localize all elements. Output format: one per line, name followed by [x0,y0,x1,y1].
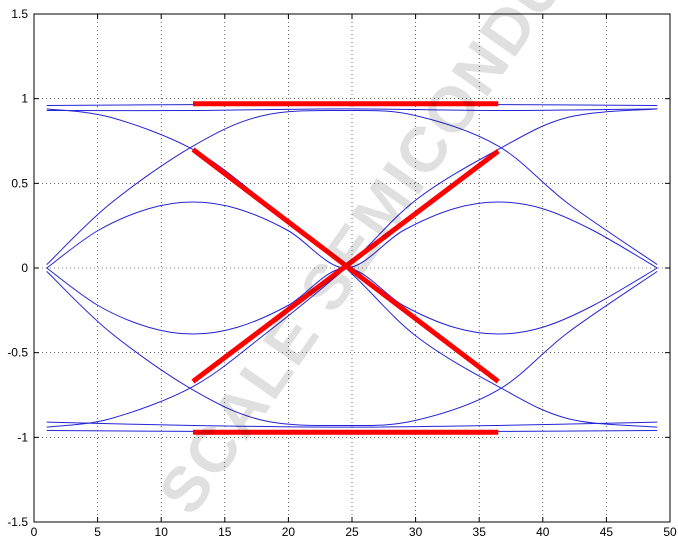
eye-trace [46,270,658,427]
y-tick-label: -1.5 [7,515,28,529]
grid [34,14,670,522]
eye-trace [46,109,658,266]
axis-ticks [33,13,671,523]
x-tick-label: 40 [536,525,550,539]
y-axis-tick-labels: 1.5 1 0.5 0 -0.5 -1 -1.5 [7,7,28,529]
red-overlay-line [191,149,500,384]
y-tick-label: 0.5 [11,176,28,190]
x-tick-label: 45 [600,525,614,539]
x-tick-label: 50 [663,525,677,539]
x-tick-label: 0 [31,525,38,539]
y-tick-label: 1 [21,92,28,106]
x-tick-label: 5 [94,525,101,539]
y-tick-label: 0 [21,261,28,275]
x-tick-label: 15 [218,525,232,539]
x-tick-label: 20 [282,525,296,539]
y-tick-label: -0.5 [7,346,28,360]
x-tick-label: 35 [473,525,487,539]
x-tick-label: 30 [409,525,423,539]
red-overlay-lines [191,101,500,435]
x-tick-label: 25 [345,525,359,539]
x-tick-label: 10 [155,525,169,539]
y-tick-label: 1.5 [11,7,28,21]
eye-trace [46,108,658,112]
eye-trace [46,421,658,428]
x-axis-tick-labels: 0 5 10 15 20 25 30 35 40 45 50 [31,525,677,539]
y-tick-label: -1 [17,430,28,444]
